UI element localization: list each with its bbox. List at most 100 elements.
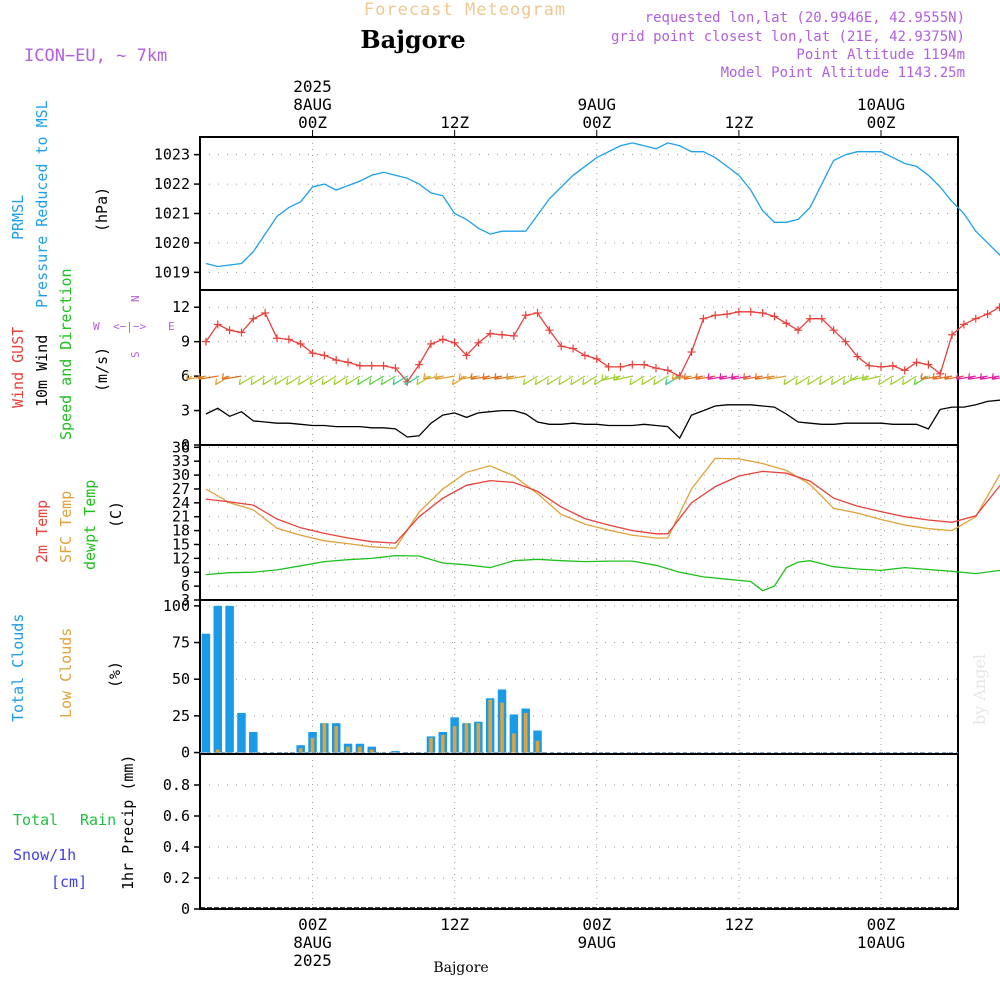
wind-arrow-head <box>991 375 998 380</box>
wind-arrow-head <box>807 381 814 386</box>
clouds-ytick-label: 0 <box>181 744 190 762</box>
wind-arrow-head <box>731 373 734 380</box>
wind-arrow-head <box>783 381 790 386</box>
wind-arrow-head <box>470 375 477 380</box>
low-cloud-bar <box>346 746 350 753</box>
wind-arrow-head <box>345 378 348 385</box>
low-cloud-bar <box>452 726 457 753</box>
wind-arrow-head <box>968 375 974 380</box>
wind-arrow-head <box>286 378 289 385</box>
wind-arrow-head <box>297 378 301 385</box>
wind-arrow-head <box>238 381 245 386</box>
wind-arrow-head <box>601 376 608 381</box>
wind-arrow-head <box>423 375 429 380</box>
temperature-ytick-label: 21 <box>172 508 190 526</box>
wind-frame <box>199 289 959 446</box>
precipitation-ytick-label: 0.8 <box>163 776 190 794</box>
precip-unit: 1hr Precip (mm) <box>119 755 137 890</box>
wind-arrow-head <box>357 381 364 386</box>
low-cloud-bar <box>429 737 433 753</box>
pressure-unit: (hPa) <box>93 187 111 232</box>
wind-arrow-head <box>368 378 372 385</box>
wind-arrow-head <box>582 378 585 385</box>
wind-speed-line <box>205 399 1000 440</box>
clouds-ytick-label: 50 <box>172 670 190 688</box>
clouds-ytick-label: 25 <box>172 707 190 725</box>
low-cloud-bar <box>500 702 504 753</box>
wind-arrow-head <box>392 378 395 385</box>
top-date-label: 8AUG <box>293 95 332 114</box>
top-hour-label: 12Z <box>724 113 753 132</box>
top-date-label: 9AUG <box>578 95 617 114</box>
wind-arrow-head <box>186 375 193 380</box>
wind-arrow-head <box>754 373 757 380</box>
wind-arrow-head <box>222 375 228 380</box>
wind-arrow-head <box>321 378 324 385</box>
wind-arrow-head <box>707 375 714 380</box>
wind-arrow-head <box>665 381 671 386</box>
precipitation-frame <box>199 753 959 910</box>
wind-arrow-head <box>830 378 834 385</box>
temperature-ytick-label: 33 <box>172 452 190 470</box>
wind-arrow-head <box>198 375 204 380</box>
wind-arrow-head <box>683 373 686 380</box>
wind-arrow <box>222 375 242 380</box>
temperature-ytick-label: 18 <box>172 522 190 540</box>
wind-arrow-head <box>878 381 885 386</box>
wind-arrow-head <box>345 381 352 386</box>
wind-arrow-head <box>404 381 411 386</box>
top-hour-label: 00Z <box>582 113 611 132</box>
wind-arrow-head <box>783 378 786 385</box>
pressure-msl-label: Pressure Reduced to MSL <box>33 100 51 308</box>
temperature-ytick-label: 30 <box>172 466 190 484</box>
precipitation-ytick-label: 0 <box>181 900 190 918</box>
wind-arrow-head <box>369 381 375 386</box>
low-cloud-bar <box>215 749 220 753</box>
wind-arrow-head <box>843 381 849 386</box>
clouds-frame <box>199 599 959 755</box>
wind-arrow-head <box>890 378 893 385</box>
wind-arrow-head <box>215 378 218 385</box>
wind-arrow-head <box>570 378 573 385</box>
low-cloud-bar <box>358 746 362 753</box>
wind-arrow-head <box>920 375 927 380</box>
bottom-hour-label: 00Z <box>867 915 896 934</box>
bottom-hour-label: 00Z <box>582 915 611 934</box>
temperature-ytick-label: 12 <box>172 549 190 567</box>
bottom-hour-label: 12Z <box>724 915 753 934</box>
wind-arrow-head <box>238 378 241 385</box>
wind-arrow-head <box>594 378 597 385</box>
prmsl-label: PRMSL <box>9 195 27 240</box>
wind-arrow-head <box>221 373 224 380</box>
wind-arrow-head <box>719 375 726 380</box>
wind-arrow-head <box>878 378 881 385</box>
wind-arrow-head <box>932 375 939 380</box>
wind-arrow-head <box>522 378 526 385</box>
wind-arrow-head <box>435 375 441 380</box>
wind-arrow-head <box>731 375 737 380</box>
pressure-ytick-label: 1023 <box>154 146 190 164</box>
wind-arrow-head <box>956 375 962 380</box>
wind-arrow-head <box>890 381 897 386</box>
wind-arrow-head <box>570 381 577 386</box>
wind-arrow <box>992 377 1000 380</box>
wind-arrow-head <box>534 378 537 385</box>
low-cloud-bar <box>440 734 445 753</box>
wind-arrow-head <box>932 373 935 380</box>
wind-arrow-head <box>482 375 489 380</box>
wind-10m-label: 10m Wind <box>33 335 51 407</box>
wind-arrow-head <box>944 373 947 380</box>
low-cloud-bar <box>476 723 481 753</box>
wind-arrow-head <box>991 373 994 380</box>
wind-arrow-head <box>452 381 458 386</box>
top-hour-label: 12Z <box>440 113 469 132</box>
temperature-ytick-label: 24 <box>172 494 190 512</box>
low-cloud-bar <box>488 699 492 753</box>
watermark: by Angel <box>970 654 989 725</box>
wind-arrow-head <box>683 375 690 380</box>
snow-unit-label: [cm] <box>51 873 87 891</box>
bottom-date-label: 9AUG <box>578 933 617 952</box>
temp-2m-label: 2m Temp <box>33 500 51 563</box>
